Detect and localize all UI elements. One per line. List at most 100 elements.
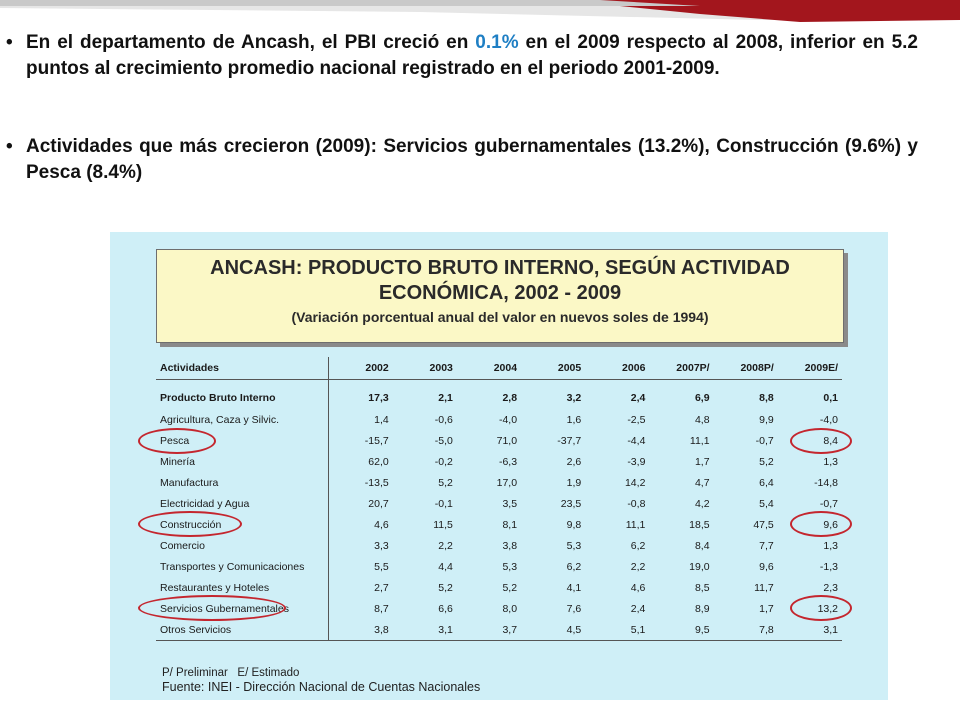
table-cell: 3,5 xyxy=(502,497,518,510)
ring-construccion-label xyxy=(138,511,242,537)
table-cell: -0,1 xyxy=(434,497,453,510)
table-cell: 8,8 xyxy=(759,391,774,404)
table-cell: 47,5 xyxy=(753,518,774,531)
table-cell: 2,4 xyxy=(630,602,646,615)
table-row: Minería 62,0 -0,2 -6,3 2,6 -3,9 1,7 5,2 1,3 xyxy=(156,451,842,472)
table-cell: 4,1 xyxy=(566,581,582,594)
table-cell: 11,1 xyxy=(625,518,646,531)
table-cell: 5,3 xyxy=(566,539,582,552)
table-cell: 4,8 xyxy=(694,413,710,426)
table-cell: 3,8 xyxy=(502,539,518,552)
table-cell: -4,0 xyxy=(819,413,838,426)
table-cell: 4,6 xyxy=(630,581,646,594)
table-title-box: ANCASH: PRODUCTO BRUTO INTERNO, SEGÚN AC… xyxy=(156,249,844,343)
table-cell: -2,5 xyxy=(627,413,646,426)
table-cell: 3,2 xyxy=(566,391,582,404)
table-cell: 2,2 xyxy=(630,560,646,573)
table-cell: 4,7 xyxy=(694,476,710,489)
table-cell: 2,2 xyxy=(438,539,453,552)
table-cell: 5,2 xyxy=(438,476,453,489)
row-label: Otros Servicios xyxy=(156,619,329,641)
table-cell: 2,6 xyxy=(566,455,582,468)
table-cell: -4,0 xyxy=(498,413,518,426)
table-row: Manufactura -13,5 5,2 17,0 1,9 14,2 4,7 6,4 -14,… xyxy=(156,472,842,493)
ring-pesca-value xyxy=(790,428,852,454)
table-cell: 18,5 xyxy=(689,518,710,531)
table-notes: P/ Preliminar E/ Estimado Fuente: INEI -… xyxy=(162,666,480,694)
table-cell: 5,1 xyxy=(585,619,650,641)
table-row: Pesca -15,7 -5,0 71,0 -37,7 -4,4 11,1 -0,7 8,4 xyxy=(156,430,842,451)
table-cell: 4,2 xyxy=(694,497,710,510)
table-cell: 6,2 xyxy=(566,560,582,573)
table-cell: 5,2 xyxy=(502,581,518,594)
table-cell: -14,8 xyxy=(814,476,838,489)
column-header-year: 2003 xyxy=(392,357,457,380)
table-cell: 11,1 xyxy=(689,434,710,447)
table-cell: 6,2 xyxy=(630,539,646,552)
table-cell: 3,8 xyxy=(328,619,393,641)
table-row: Comercio 3,3 2,2 3,8 5,3 6,2 8,4 7,7 1,3 xyxy=(156,535,842,556)
row-label: Manufactura xyxy=(156,472,329,493)
table-cell: 1,9 xyxy=(566,476,582,489)
table-cell: -0,6 xyxy=(434,413,453,426)
table-cell: 8,0 xyxy=(502,602,518,615)
table-cell: 8,9 xyxy=(694,602,710,615)
table-cell: 8,7 xyxy=(374,602,389,615)
table-cell: 4,5 xyxy=(521,619,586,641)
row-label: Transportes y Comunicaciones xyxy=(156,556,329,577)
table-cell: -3,9 xyxy=(627,455,646,468)
table-row: Construcción 4,6 11,5 8,1 9,8 11,1 18,5 47,5 9,6 xyxy=(156,514,842,535)
table-cell: -0,7 xyxy=(819,497,838,510)
table-cell: 19,0 xyxy=(689,560,710,573)
table-cell: -0,2 xyxy=(434,455,453,468)
bullet-dot: • xyxy=(6,32,13,53)
table-cell: 11,5 xyxy=(433,518,453,531)
table-cell: 4,4 xyxy=(438,560,453,573)
table-row: Electricidad y Agua 20,7 -0,1 3,5 23,5 -0,8 4,… xyxy=(156,493,842,514)
table-cell: -0,8 xyxy=(627,497,646,510)
table-cell: -15,7 xyxy=(364,434,389,447)
table-cell: 8,4 xyxy=(694,539,710,552)
table-cell: 1,6 xyxy=(566,413,582,426)
top-decorative-band xyxy=(0,0,960,22)
table-cell: -4,4 xyxy=(627,434,646,447)
column-header-year: 2002 xyxy=(328,357,393,380)
table-row: Otros Servicios 3,8 3,1 3,7 4,5 5,1 9,5 7,8 3,1 xyxy=(156,619,842,641)
table-cell: 2,4 xyxy=(630,391,646,404)
table-cell: -5,0 xyxy=(434,434,453,447)
table-cell: 62,0 xyxy=(368,455,389,468)
bullet-item-activities: • Actividades que más crecieron (2009): … xyxy=(0,134,960,186)
table-row: Producto Bruto Interno 17,3 2,1 2,8 3,2 2,4 6,… xyxy=(156,379,842,409)
table-cell: 3,7 xyxy=(456,619,522,641)
table-cell: 7,7 xyxy=(759,539,774,552)
table-cell: 6,9 xyxy=(694,391,710,404)
table-cell: 23,5 xyxy=(560,497,582,510)
table-cell: 8,1 xyxy=(502,518,518,531)
table-title-line2: ECONÓMICA, 2002 - 2009 xyxy=(378,282,622,304)
table-cell: 7,8 xyxy=(713,619,778,641)
table-cell: 9,5 xyxy=(649,619,714,641)
row-label: Producto Bruto Interno xyxy=(156,379,329,409)
row-label: Comercio xyxy=(156,535,329,556)
table-cell: -0,7 xyxy=(755,434,774,447)
table-cell: 2,8 xyxy=(502,391,518,404)
table-legend-note: P/ Preliminar E/ Estimado xyxy=(162,667,300,679)
column-header-activity: Actividades xyxy=(156,357,329,380)
table-cell: 1,3 xyxy=(823,539,838,552)
table-cell: 6,6 xyxy=(438,602,453,615)
column-header-year: 2004 xyxy=(456,357,522,380)
column-header-year: 2009E/ xyxy=(777,357,842,380)
row-label: Electricidad y Agua xyxy=(156,493,329,514)
column-header-year: 2007P/ xyxy=(649,357,714,380)
table-title-line1: ANCASH: PRODUCTO BRUTO INTERNO, SEGÚN AC… xyxy=(210,257,790,279)
table-cell: 11,7 xyxy=(754,581,774,594)
table-cell: 5,4 xyxy=(759,497,774,510)
column-header-year: 2006 xyxy=(585,357,650,380)
table-cell: 6,4 xyxy=(759,476,774,489)
table-cell: 8,5 xyxy=(694,581,710,594)
row-label: Restaurantes y Hoteles xyxy=(156,577,329,598)
table-cell: -37,7 xyxy=(557,434,582,447)
table-cell: 20,7 xyxy=(368,497,389,510)
table-cell: 5,2 xyxy=(759,455,774,468)
bullet-text-part: En el departamento de Ancash, el PBI cre… xyxy=(26,32,476,53)
